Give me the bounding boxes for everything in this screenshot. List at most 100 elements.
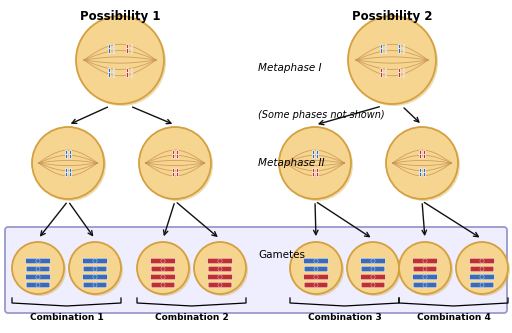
Ellipse shape (314, 259, 318, 263)
Text: Gametes: Gametes (258, 250, 305, 260)
Ellipse shape (36, 275, 40, 279)
Polygon shape (66, 151, 67, 154)
Ellipse shape (347, 242, 399, 294)
Polygon shape (312, 172, 314, 175)
Polygon shape (66, 154, 67, 158)
Polygon shape (126, 72, 127, 77)
Polygon shape (423, 168, 424, 172)
Ellipse shape (34, 129, 106, 201)
Polygon shape (385, 48, 386, 53)
Ellipse shape (161, 275, 165, 279)
Ellipse shape (371, 267, 375, 271)
Polygon shape (176, 154, 178, 158)
FancyBboxPatch shape (360, 258, 386, 264)
Polygon shape (126, 48, 127, 53)
Polygon shape (173, 172, 174, 175)
Polygon shape (380, 48, 381, 53)
FancyBboxPatch shape (5, 227, 507, 313)
Ellipse shape (69, 242, 121, 294)
Ellipse shape (480, 259, 484, 263)
FancyBboxPatch shape (413, 282, 437, 288)
Ellipse shape (292, 244, 344, 296)
Ellipse shape (93, 283, 97, 287)
Polygon shape (380, 72, 381, 77)
Polygon shape (423, 172, 424, 175)
FancyBboxPatch shape (470, 258, 495, 264)
Ellipse shape (161, 259, 165, 263)
Ellipse shape (279, 127, 351, 199)
Polygon shape (402, 44, 404, 48)
Ellipse shape (314, 267, 318, 271)
Ellipse shape (218, 259, 222, 263)
FancyBboxPatch shape (207, 274, 232, 280)
Polygon shape (419, 168, 421, 172)
Ellipse shape (78, 18, 166, 106)
Ellipse shape (480, 267, 484, 271)
Ellipse shape (218, 275, 222, 279)
FancyBboxPatch shape (208, 266, 232, 272)
FancyBboxPatch shape (208, 282, 232, 288)
FancyBboxPatch shape (304, 274, 329, 280)
Ellipse shape (281, 129, 353, 201)
FancyBboxPatch shape (360, 274, 386, 280)
Ellipse shape (71, 244, 123, 296)
Ellipse shape (399, 242, 451, 294)
Polygon shape (108, 72, 110, 77)
FancyBboxPatch shape (26, 258, 51, 264)
Ellipse shape (194, 242, 246, 294)
Text: Possibility 2: Possibility 2 (352, 10, 432, 23)
Ellipse shape (218, 283, 222, 287)
Ellipse shape (14, 244, 66, 296)
Polygon shape (108, 68, 110, 72)
Ellipse shape (36, 283, 40, 287)
Ellipse shape (349, 244, 401, 296)
Ellipse shape (196, 244, 248, 296)
Ellipse shape (139, 127, 211, 199)
Polygon shape (113, 44, 114, 48)
FancyBboxPatch shape (83, 282, 107, 288)
FancyBboxPatch shape (151, 282, 175, 288)
Ellipse shape (423, 275, 427, 279)
FancyBboxPatch shape (26, 274, 51, 280)
Ellipse shape (423, 283, 427, 287)
Ellipse shape (139, 244, 191, 296)
Polygon shape (398, 44, 399, 48)
FancyBboxPatch shape (361, 282, 385, 288)
FancyBboxPatch shape (151, 274, 176, 280)
Polygon shape (312, 168, 314, 172)
FancyBboxPatch shape (151, 266, 175, 272)
Ellipse shape (76, 16, 164, 104)
Polygon shape (419, 172, 421, 175)
Polygon shape (398, 48, 399, 53)
Polygon shape (66, 168, 67, 172)
FancyBboxPatch shape (83, 266, 107, 272)
Polygon shape (385, 44, 386, 48)
Polygon shape (380, 44, 381, 48)
Polygon shape (312, 154, 314, 158)
Polygon shape (69, 151, 71, 154)
Ellipse shape (371, 275, 375, 279)
FancyBboxPatch shape (470, 266, 494, 272)
Polygon shape (402, 72, 404, 77)
Ellipse shape (314, 283, 318, 287)
Polygon shape (173, 154, 174, 158)
Ellipse shape (388, 129, 460, 201)
Polygon shape (108, 48, 110, 53)
Ellipse shape (36, 267, 40, 271)
Polygon shape (316, 154, 317, 158)
FancyBboxPatch shape (413, 258, 437, 264)
Ellipse shape (371, 259, 375, 263)
Polygon shape (419, 151, 421, 154)
Ellipse shape (218, 267, 222, 271)
Polygon shape (173, 168, 174, 172)
Ellipse shape (12, 242, 64, 294)
Polygon shape (113, 48, 114, 53)
Text: Metaphase II: Metaphase II (258, 158, 325, 168)
Polygon shape (402, 68, 404, 72)
Ellipse shape (401, 244, 453, 296)
FancyBboxPatch shape (26, 266, 50, 272)
FancyBboxPatch shape (207, 258, 232, 264)
Polygon shape (316, 151, 317, 154)
Ellipse shape (371, 283, 375, 287)
Ellipse shape (290, 242, 342, 294)
